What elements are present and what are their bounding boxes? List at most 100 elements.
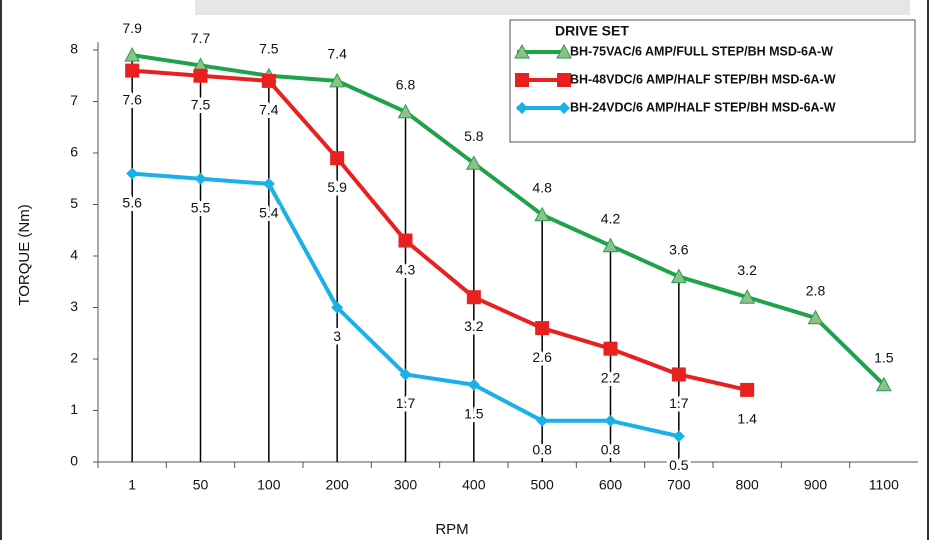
series-line	[131, 53, 886, 387]
marker	[671, 367, 686, 382]
marker	[557, 73, 571, 87]
marker	[558, 102, 570, 114]
marker	[604, 414, 617, 427]
data-label: 7.6	[122, 91, 142, 107]
marker	[126, 167, 139, 180]
y-tick-label: 2	[70, 350, 78, 366]
legend-label: BH-24VDC/6 AMP/HALF STEP/BH MSD-6A-W	[570, 100, 836, 114]
data-label: 7.5	[259, 40, 279, 56]
marker	[467, 378, 480, 391]
data-label: 0.8	[601, 442, 621, 458]
marker	[536, 414, 549, 427]
data-label: 0.5	[669, 457, 689, 473]
marker	[670, 268, 687, 284]
y-tick-label: 6	[70, 144, 78, 160]
x-tick-label: 600	[599, 477, 623, 493]
x-tick-label: 50	[193, 477, 209, 493]
marker	[602, 237, 619, 253]
y-tick-label: 8	[70, 41, 78, 57]
series-line	[132, 68, 748, 392]
marker	[262, 177, 275, 190]
data-label: 1.5	[874, 349, 894, 365]
data-label: 7.7	[191, 30, 211, 46]
x-tick-label: 400	[462, 477, 486, 493]
marker	[329, 72, 346, 88]
data-label: 4.2	[601, 210, 621, 226]
marker	[740, 382, 755, 397]
data-label: 5.5	[191, 199, 211, 215]
marker	[399, 368, 412, 381]
x-tick-label: 900	[804, 477, 828, 493]
data-label: 2.8	[806, 283, 826, 299]
marker	[875, 376, 892, 392]
y-tick-label: 1	[70, 401, 78, 417]
marker	[515, 73, 529, 87]
y-axis-title: TORQUE (Nm)	[16, 204, 33, 305]
marker	[556, 43, 572, 59]
marker	[124, 47, 141, 62]
data-label: 1.4	[737, 411, 757, 427]
marker	[398, 233, 413, 248]
data-label: 3.2	[464, 318, 484, 334]
x-tick-label: 700	[667, 477, 691, 493]
marker	[739, 289, 756, 304]
data-label: 3	[333, 328, 341, 344]
x-tick-label: 800	[735, 477, 759, 493]
legend-label: BH-48VDC/6 AMP/HALF STEP/BH MSD-6A-W	[570, 72, 836, 86]
legend-title: DRIVE SET	[555, 23, 629, 39]
data-label: 7.4	[327, 46, 347, 62]
marker	[534, 206, 551, 222]
data-label: 5.6	[122, 194, 142, 210]
marker	[514, 43, 530, 59]
marker	[194, 172, 207, 185]
data-label: 1.5	[464, 405, 484, 421]
x-tick-label: 1100	[869, 477, 899, 493]
data-label: 6.8	[396, 77, 416, 93]
legend: DRIVE SET BH-75VAC/6 AMP/FULL STEP/BH MSD…	[509, 19, 916, 143]
x-axis-title: RPM	[435, 521, 468, 538]
data-label: 4.3	[396, 261, 416, 277]
data-label: 3.2	[737, 262, 757, 278]
marker	[516, 102, 528, 114]
marker	[465, 155, 482, 170]
marker	[535, 321, 550, 336]
marker	[193, 68, 208, 83]
data-label: 3.6	[669, 241, 689, 257]
data-label: 7.9	[122, 20, 142, 36]
marker	[603, 341, 618, 356]
y-tick-label: 0	[70, 453, 78, 469]
legend-box	[509, 19, 916, 143]
data-label: 7.5	[191, 96, 211, 112]
data-label: 4.8	[532, 180, 552, 196]
x-tick-label: 300	[394, 477, 418, 493]
y-tick-label: 3	[70, 298, 78, 314]
data-label: 1.7	[396, 395, 416, 411]
y-tick-label: 7	[70, 92, 78, 108]
data-label: 2.2	[601, 369, 621, 385]
marker	[330, 151, 345, 166]
marker	[466, 290, 481, 305]
marker	[125, 63, 140, 78]
x-tick-label: 200	[325, 477, 349, 493]
x-tick-label: 500	[530, 477, 554, 493]
y-tick-label: 5	[70, 195, 78, 211]
x-tick-label: 1	[128, 477, 136, 493]
marker	[672, 430, 685, 443]
marker	[397, 103, 414, 119]
data-label: 5.8	[464, 128, 484, 144]
data-label: 7.4	[259, 102, 279, 118]
data-label: 5.4	[259, 205, 279, 221]
y-tick-label: 4	[70, 247, 78, 263]
legend-label: BH-75VAC/6 AMP/FULL STEP/BH MSD-6A-W	[570, 44, 833, 58]
marker	[331, 301, 344, 314]
marker	[261, 73, 276, 88]
data-label: 2.6	[532, 349, 552, 365]
top-bar	[195, 0, 910, 15]
data-label: 0.8	[532, 442, 552, 458]
x-tick-label: 100	[257, 477, 281, 493]
data-label: 5.9	[327, 179, 347, 195]
data-label: 1.7	[669, 395, 689, 411]
marker	[807, 309, 824, 325]
